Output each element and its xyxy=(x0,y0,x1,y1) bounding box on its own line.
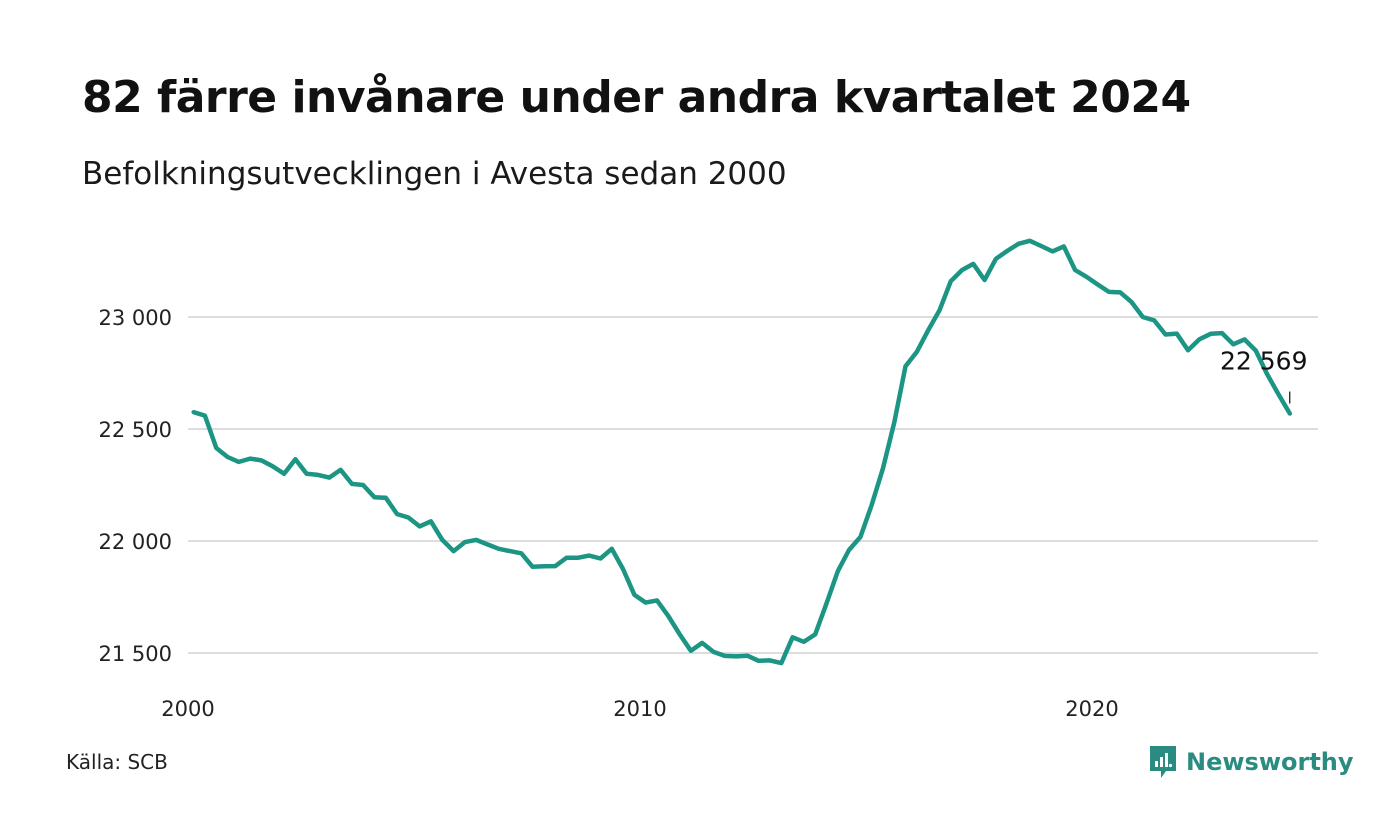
y-tick-label: 22 000 xyxy=(99,530,172,554)
gridlines xyxy=(188,316,1318,654)
end-annotation: 22 569 xyxy=(1220,347,1307,404)
x-tick-label: 2000 xyxy=(161,697,214,721)
source-note: Källa: SCB xyxy=(66,750,168,774)
chart-title: 82 färre invånare under andra kvartalet … xyxy=(82,72,1191,123)
y-tick-label: 22 500 xyxy=(99,418,172,442)
y-tick-label: 23 000 xyxy=(99,306,172,330)
newsworthy-logo-icon xyxy=(1150,746,1176,778)
brand-logo: Newsworthy xyxy=(1148,744,1354,780)
y-axis-labels: 21 500 22 000 22 500 23 000 xyxy=(99,306,172,666)
end-value-label: 22 569 xyxy=(1220,347,1307,376)
x-axis-labels: 2000 2010 2020 xyxy=(161,697,1118,721)
series-layer xyxy=(191,238,1293,666)
population-line xyxy=(191,238,1293,666)
x-tick-label: 2020 xyxy=(1065,697,1118,721)
y-tick-label: 21 500 xyxy=(99,642,172,666)
chart-subtitle: Befolkningsutvecklingen i Avesta sedan 2… xyxy=(82,156,787,192)
x-tick-label: 2010 xyxy=(613,697,666,721)
brand-name: Newsworthy xyxy=(1186,748,1354,776)
